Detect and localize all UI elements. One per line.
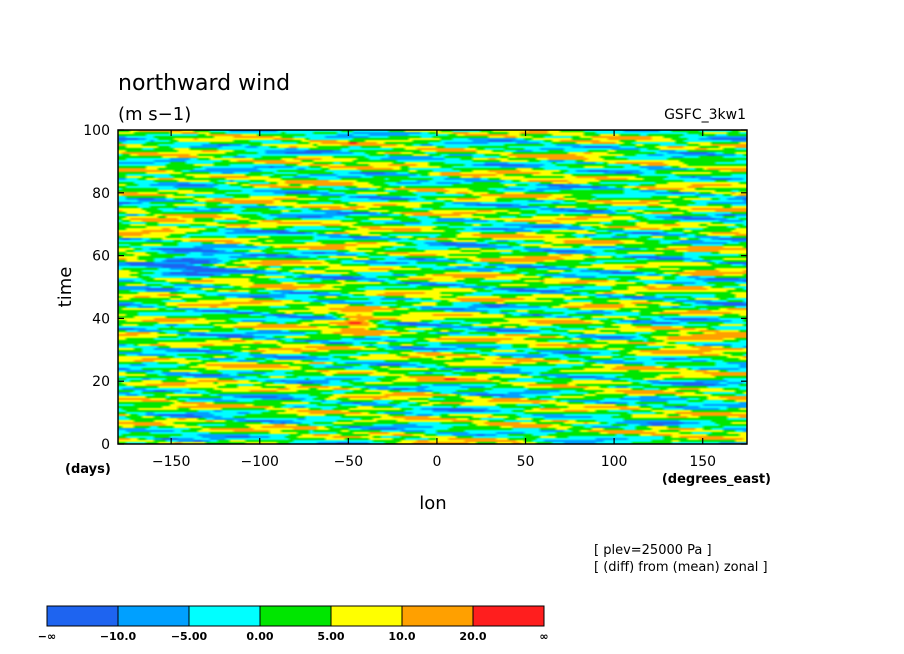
y-tick-label: 20 [92, 374, 110, 390]
x-tick-label: 50 [517, 454, 535, 470]
y-axis: 0 20 40 60 80 100 [83, 123, 747, 453]
y-tick-label: 60 [92, 249, 110, 265]
colorbar-level-label: 20.0 [459, 630, 486, 643]
colorbar-swatch [401, 605, 474, 627]
colorbar-level-label: −10.0 [100, 630, 137, 643]
colorbar-swatch [259, 605, 332, 627]
annotation-plev: [ plev=25000 Pa ] [594, 543, 712, 558]
y-axis-label: time [55, 267, 76, 308]
colorbar: −∞ −10.0 −5.00 0.00 5.00 10.0 20.0 ∞ [38, 605, 549, 643]
x-tick-label: 0 [432, 454, 441, 470]
y-tick-label: 40 [92, 311, 110, 327]
plot-frame [117, 129, 748, 445]
x-axis-label: lon [419, 493, 446, 514]
heatmap-field [118, 130, 747, 444]
chart-units: (m s−1) [118, 104, 191, 125]
y-axis-units: (days) [65, 462, 111, 477]
colorbar-level-label: −∞ [38, 630, 56, 643]
x-tick-label: 100 [601, 454, 628, 470]
y-tick-label: 0 [101, 437, 110, 453]
x-tick-label: 150 [689, 454, 716, 470]
y-tick-label: 80 [92, 186, 110, 202]
chart-title: northward wind [118, 71, 290, 96]
colorbar-level-label: ∞ [539, 630, 548, 643]
plot-area [118, 130, 747, 444]
colorbar-swatch [46, 605, 119, 627]
x-tick-label: −150 [152, 454, 190, 470]
colorbar-level-label: −5.00 [171, 630, 208, 643]
x-axis: −150 −100 −50 0 50 100 150 [152, 130, 716, 470]
colorbar-level-label: 10.0 [388, 630, 415, 643]
y-tick-label: 100 [83, 123, 110, 139]
colorbar-swatch [330, 605, 403, 627]
x-tick-label: −50 [334, 454, 364, 470]
annotation-diff: [ (diff) from (mean) zonal ] [594, 560, 768, 575]
dataset-label: GSFC_3kw1 [664, 107, 746, 123]
colorbar-swatch [117, 605, 190, 627]
colorbar-swatch [188, 605, 261, 627]
colorbar-level-label: 0.00 [246, 630, 273, 643]
x-axis-units: (degrees_east) [662, 472, 771, 487]
x-tick-label: −100 [241, 454, 279, 470]
colorbar-level-label: 5.00 [317, 630, 344, 643]
colorbar-swatch [472, 605, 545, 627]
